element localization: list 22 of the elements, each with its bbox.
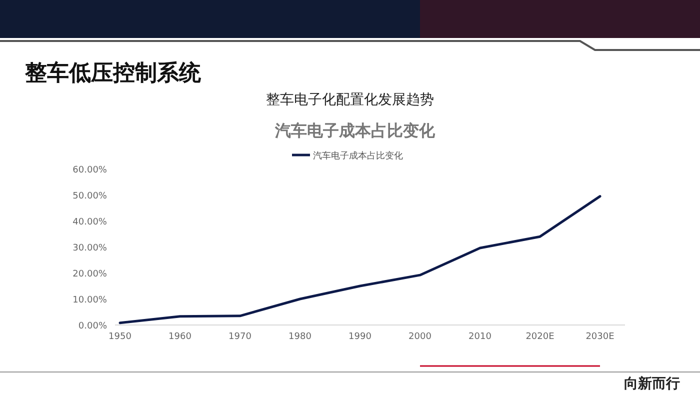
x-tick-label: 2000	[408, 332, 432, 342]
x-tick-label: 1970	[228, 332, 252, 342]
legend-label: 汽车电子成本占比变化	[313, 150, 403, 162]
x-tick-label: 2010	[468, 332, 492, 342]
y-tick-label: 50.00%	[72, 192, 108, 202]
x-tick-label: 1950	[108, 332, 132, 342]
y-tick-label: 30.00%	[72, 244, 108, 254]
chart-title: 整车低压控制系统	[24, 60, 202, 86]
text: 汽车电子成本占比变化	[274, 121, 436, 140]
y-tick-label: 60.00%	[72, 166, 108, 176]
x-tick-label: 1960	[168, 332, 192, 342]
y-tick-label: 40.00%	[72, 218, 108, 228]
x-tick-label: 1990	[348, 332, 372, 342]
x-tick-label: 2020E	[526, 332, 555, 342]
x-tick-label: 2030E	[586, 332, 615, 342]
x-tick-label: 1980	[288, 332, 312, 342]
y-tick-label: 10.00%	[72, 296, 108, 306]
line-series	[118, 195, 602, 324]
chart-subtitle: 整车电子化配置化发展趋势	[266, 92, 434, 108]
text: 向新而行	[624, 375, 680, 392]
y-tick-label: 20.00%	[72, 270, 108, 280]
y-tick-label: 0.00%	[78, 322, 108, 332]
